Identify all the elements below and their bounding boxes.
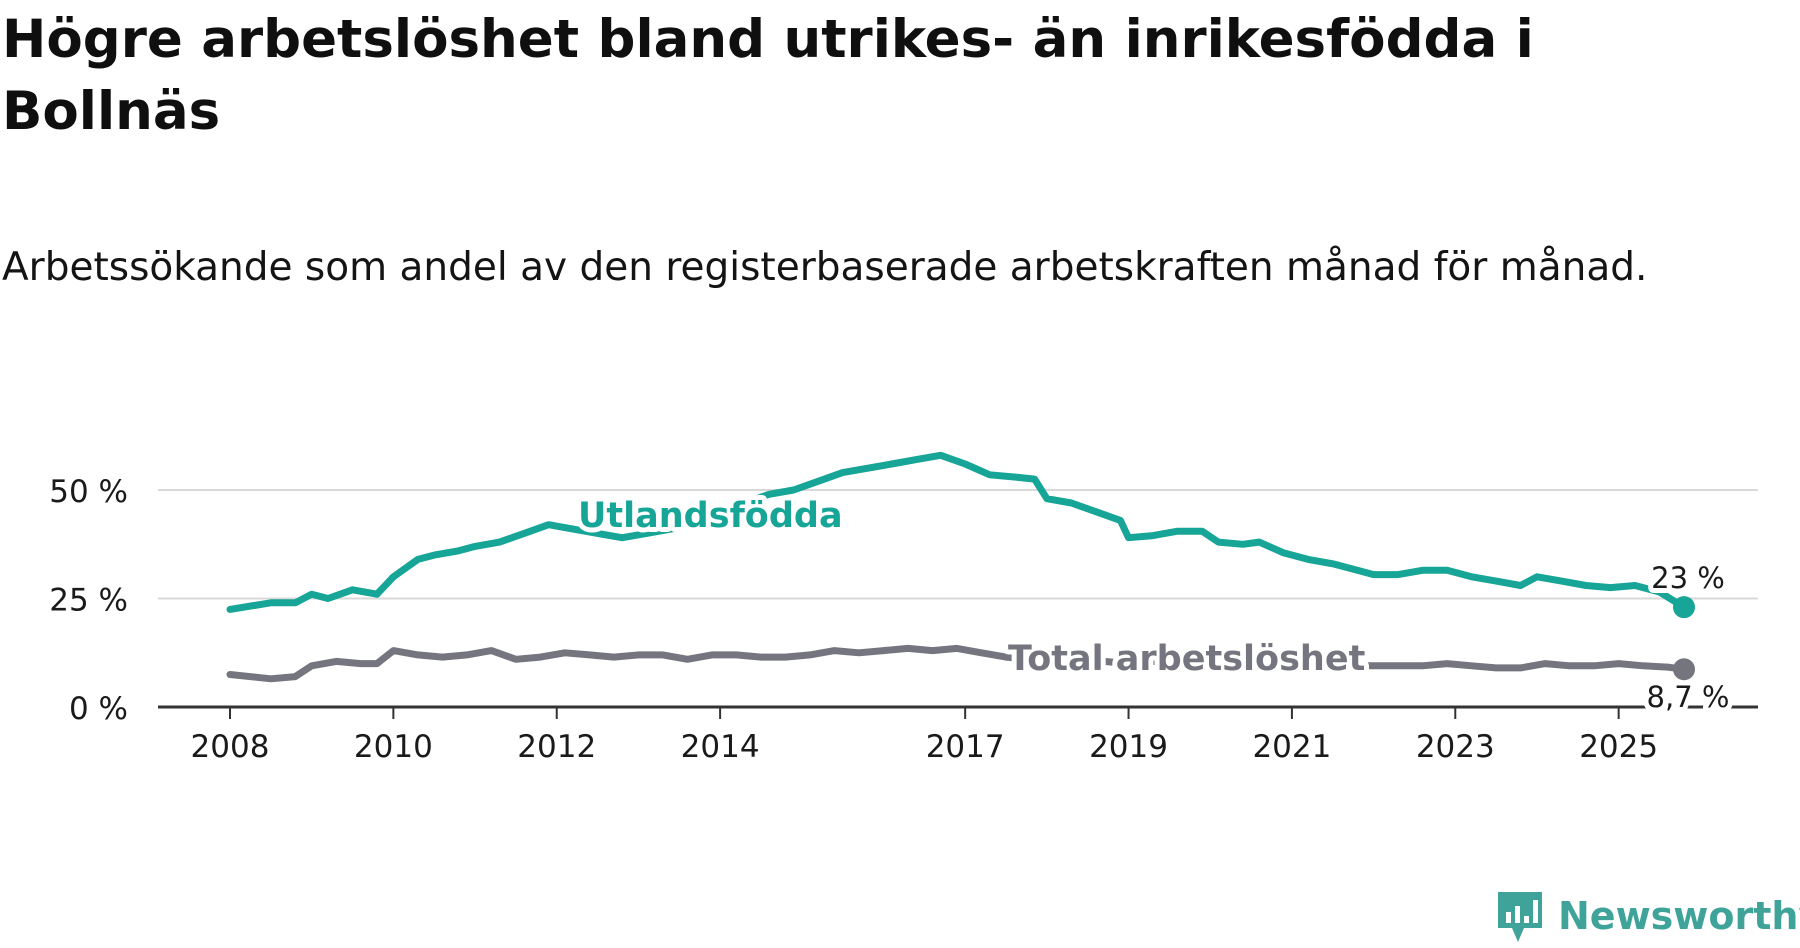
utlandsfodda-label: Utlandsfödda (578, 496, 843, 536)
chart-title: Högre arbetslöshet bland utrikes- än inr… (2, 9, 1534, 142)
utlandsfodda-line (226, 451, 1688, 613)
x-tick-label: 2017 (926, 729, 1005, 765)
x-tick-label: 2014 (681, 729, 760, 765)
series-lines (226, 451, 1695, 683)
y-tick-label: 0 % (69, 691, 128, 727)
total-arbetsloshet-end-label: 8,7 % (1647, 680, 1730, 714)
y-axis-ticks: 0 % 25 % 50 % (49, 474, 128, 727)
grid-lines (158, 489, 1758, 600)
utlandsfodda-end-point (1673, 596, 1695, 619)
x-tick-label: 2025 (1579, 729, 1658, 765)
chart-subtitle: Arbetssökande som andel av den registerb… (2, 245, 1648, 290)
utlandsfodda-end-label: 23 % (1651, 561, 1725, 595)
total-arbetsloshet-label: Total arbetslöshet (1008, 639, 1365, 679)
y-tick-label: 25 % (49, 583, 128, 619)
total-arbetsloshet-line (226, 644, 1688, 683)
x-tick-label: 2008 (191, 729, 270, 765)
x-axis-ticks: 2008 2010 2012 2014 2017 2019 2021 2023 2025 (158, 705, 1758, 765)
newsworthy-logo-icon (1498, 892, 1542, 942)
series-labels: Utlandsfödda Total arbetslöshet 23 % 8,7 % (573, 491, 1734, 719)
newsworthy-logo-text: Newsworthy (1558, 894, 1800, 938)
newsworthy-logo[interactable]: Newsworthy (1494, 888, 1800, 948)
x-tick-label: 2012 (517, 729, 596, 765)
x-tick-label: 2019 (1089, 729, 1168, 765)
x-tick-label: 2010 (354, 729, 433, 765)
total-arbetsloshet-end-point (1673, 658, 1695, 681)
x-tick-label: 2021 (1252, 729, 1331, 765)
x-tick-label: 2023 (1416, 729, 1495, 765)
y-tick-label: 50 % (49, 474, 128, 510)
